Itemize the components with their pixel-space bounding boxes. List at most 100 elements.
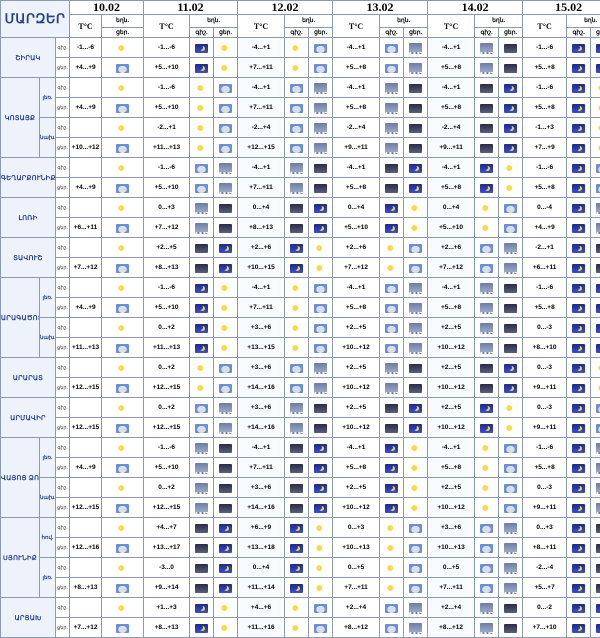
table-row: ցեր.+12...+15+12...+15+14...+16+10...+12…	[1, 378, 600, 398]
sun-cloud-icon	[116, 524, 129, 533]
weather-cell	[591, 238, 600, 258]
cloud-icon	[116, 504, 129, 513]
weather-cell	[102, 618, 144, 638]
snow-icon	[385, 103, 398, 114]
day-row-label: ցեր.	[56, 458, 70, 478]
storm-icon	[409, 104, 422, 113]
temp-col-header: T°C	[333, 15, 380, 38]
temperature-value: +2...+5	[428, 478, 475, 498]
temperature-value	[70, 398, 102, 418]
weather-cell	[499, 38, 523, 58]
cloud-icon	[116, 184, 129, 193]
temperature-value: +9...+11	[523, 378, 567, 398]
storm-icon	[504, 344, 517, 353]
cloud-icon	[116, 304, 129, 313]
temperature-value: +8...+13	[144, 618, 190, 638]
weather-cell	[380, 58, 404, 78]
cloud-icon	[409, 524, 422, 533]
night-moon-icon	[195, 324, 208, 333]
snow-icon	[480, 283, 493, 294]
night-moon-icon	[572, 384, 585, 393]
temperature-value: +10...+13	[428, 538, 475, 558]
cloud-icon	[116, 624, 129, 633]
sun-cloud-icon	[116, 404, 129, 413]
weather-cell	[214, 438, 238, 458]
weather-cell	[285, 458, 309, 478]
weather-cell	[190, 318, 214, 338]
weather-cell	[285, 278, 309, 298]
date-3: 12.02	[238, 1, 333, 15]
weather-cell	[591, 578, 600, 598]
night-moon-icon	[504, 104, 517, 113]
temperature-value	[70, 78, 102, 98]
regions-header: ՄԱՐԶԵՐ	[1, 1, 70, 38]
temperature-value: +5...+10	[144, 298, 190, 318]
cloud-icon	[314, 304, 327, 313]
storm-icon	[480, 104, 493, 113]
weather-cell	[499, 378, 523, 398]
date-4: 13.02	[333, 1, 428, 15]
cloud-icon	[219, 144, 232, 153]
weather-cell	[380, 478, 404, 498]
weather-cell	[475, 578, 499, 598]
temperature-value: -2...-4	[523, 558, 567, 578]
weather-cell	[567, 378, 591, 398]
weather-cell	[591, 458, 600, 478]
night-moon-icon	[409, 184, 422, 193]
sun-cloud-icon	[290, 324, 303, 333]
temperature-value: +10...+12	[70, 138, 102, 158]
weather-cell	[499, 298, 523, 318]
night-moon-icon	[504, 144, 517, 153]
storm-icon	[409, 384, 422, 393]
snow-icon	[596, 463, 600, 474]
storm-icon	[480, 384, 493, 393]
cloud-icon	[385, 304, 398, 313]
night-row-label: գիշ.	[56, 478, 70, 498]
temperature-value: +12...+15	[144, 378, 190, 398]
cloud-icon	[116, 64, 129, 73]
night-moon-icon	[314, 484, 327, 493]
weather-cell	[309, 578, 333, 598]
table-row: ցեր.+4...+9+5...+10+7...+11+5...+8+5...+…	[1, 178, 600, 198]
night-moon-icon	[290, 244, 303, 253]
weather-cell	[214, 498, 238, 518]
region-name: ԱՐԱՐԱՏ	[1, 358, 56, 398]
temp-col-header: T°C	[70, 15, 102, 38]
night-row-label: գիշ.	[56, 238, 70, 258]
snow-icon	[409, 283, 422, 294]
weather-cell	[380, 618, 404, 638]
sun-cloud-icon	[314, 524, 327, 533]
weather-cell	[567, 358, 591, 378]
snow-icon	[596, 443, 600, 454]
temperature-value: +7...+10	[523, 618, 567, 638]
weather-cell	[285, 178, 309, 198]
temperature-value: -4...+1	[238, 38, 285, 58]
weather-cell	[404, 558, 428, 578]
cloud-icon	[504, 224, 517, 233]
weather-cell	[309, 378, 333, 398]
weather-cell	[475, 318, 499, 338]
sub-zone-name: հով.	[40, 518, 56, 558]
sun-cloud-icon	[116, 564, 129, 573]
weather-cell	[567, 138, 591, 158]
sun-cloud-icon	[596, 104, 600, 113]
temperature-value: +4...+9	[70, 178, 102, 198]
temperature-value: +5...+8	[333, 458, 380, 478]
sun-cloud-icon	[290, 44, 303, 53]
sun-cloud-icon	[409, 484, 422, 493]
cloud-icon	[219, 84, 232, 93]
weather-cell	[214, 538, 238, 558]
region-name: ԱՐԱԳԱԾՈՏՆ	[1, 278, 40, 358]
sun-cloud-icon	[116, 164, 129, 173]
night-moon-icon	[572, 624, 585, 633]
temperature-value: -2...+4	[428, 118, 475, 138]
storm-icon	[219, 504, 232, 513]
weather-cell	[475, 478, 499, 498]
temperature-value: -1...-6	[144, 38, 190, 58]
snow-icon	[385, 363, 398, 374]
cloud-icon	[116, 544, 129, 553]
